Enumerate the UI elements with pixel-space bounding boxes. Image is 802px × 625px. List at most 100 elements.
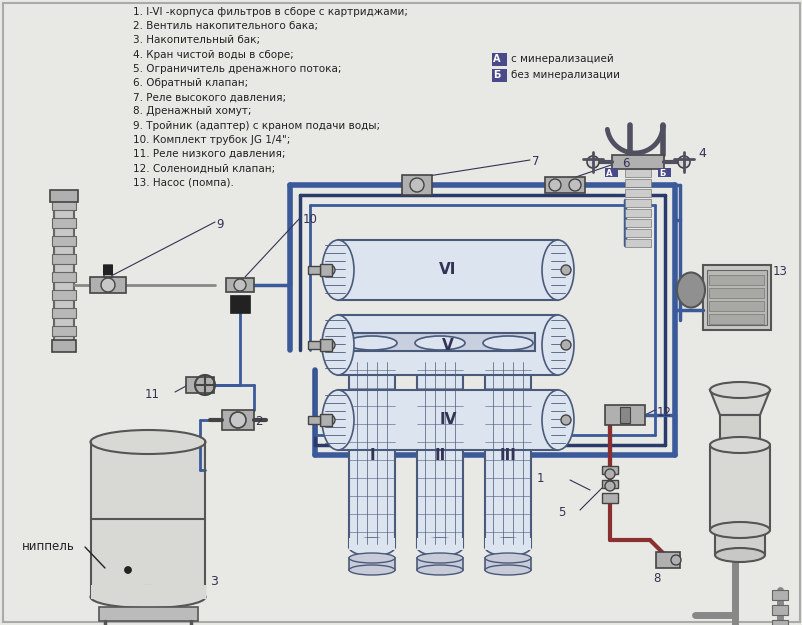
Circle shape: [549, 179, 561, 191]
Bar: [708, 275, 763, 285]
Text: 9: 9: [216, 218, 223, 231]
Text: 7: 7: [532, 155, 539, 168]
Bar: [619, 407, 630, 423]
Bar: [655, 552, 679, 568]
Bar: [708, 288, 763, 298]
Text: 9. Тройник (адаптер) с краном подачи воды;: 9. Тройник (адаптер) с краном подачи вод…: [133, 121, 379, 131]
Bar: [624, 239, 650, 247]
Bar: [492, 53, 506, 66]
Ellipse shape: [484, 538, 530, 556]
Bar: [545, 177, 585, 193]
Bar: [103, 265, 113, 275]
Bar: [709, 445, 769, 530]
Text: 8. Дренажный хомут;: 8. Дренажный хомут;: [133, 106, 251, 116]
Circle shape: [101, 278, 115, 292]
Text: 13: 13: [772, 265, 787, 278]
Bar: [320, 264, 331, 276]
Text: 5. Ограничитель дренажного потока;: 5. Ограничитель дренажного потока;: [133, 64, 341, 74]
Ellipse shape: [416, 553, 463, 563]
Text: VI: VI: [439, 262, 456, 278]
Bar: [624, 209, 650, 217]
Bar: [186, 377, 214, 393]
Bar: [602, 466, 618, 474]
Bar: [50, 190, 78, 202]
Circle shape: [325, 265, 334, 275]
Circle shape: [670, 555, 680, 565]
Bar: [541, 240, 557, 300]
Text: 3: 3: [210, 575, 217, 588]
Bar: [308, 266, 320, 274]
Bar: [624, 199, 650, 207]
Bar: [541, 390, 557, 450]
Bar: [54, 195, 74, 345]
Ellipse shape: [484, 553, 530, 563]
Text: V: V: [442, 338, 453, 352]
Ellipse shape: [541, 390, 573, 450]
Bar: [225, 278, 253, 292]
Bar: [602, 493, 618, 503]
Bar: [771, 590, 787, 600]
Bar: [349, 538, 395, 550]
Text: 13. Насос (помпа).: 13. Насос (помпа).: [133, 177, 233, 187]
Bar: [338, 315, 557, 375]
Ellipse shape: [416, 538, 463, 556]
Circle shape: [604, 469, 614, 479]
Bar: [346, 343, 396, 363]
Circle shape: [561, 340, 570, 350]
Circle shape: [604, 481, 614, 491]
Text: Б: Б: [492, 70, 500, 80]
Bar: [90, 277, 126, 293]
Text: 10. Комплект трубок JG 1/4";: 10. Комплект трубок JG 1/4";: [133, 135, 290, 145]
Bar: [338, 390, 557, 450]
Ellipse shape: [714, 548, 764, 562]
Bar: [52, 308, 76, 318]
Text: II: II: [434, 448, 445, 462]
Text: 1: 1: [537, 472, 544, 485]
Ellipse shape: [322, 240, 354, 300]
Text: III: III: [499, 448, 516, 462]
Bar: [349, 357, 395, 547]
Bar: [349, 558, 395, 570]
Polygon shape: [709, 390, 769, 415]
Bar: [492, 69, 506, 82]
Bar: [416, 357, 463, 547]
Bar: [624, 229, 650, 237]
Text: 1. I-VI -корпуса фильтров в сборе с картриджами;: 1. I-VI -корпуса фильтров в сборе с карт…: [133, 7, 407, 17]
Bar: [52, 236, 76, 246]
Bar: [624, 219, 650, 227]
Bar: [484, 538, 530, 550]
Bar: [308, 416, 320, 424]
Bar: [221, 410, 253, 430]
Bar: [52, 290, 76, 300]
Bar: [52, 340, 76, 352]
Text: IV: IV: [439, 412, 456, 428]
Text: с минерализацией: с минерализацией: [510, 54, 613, 64]
Ellipse shape: [349, 565, 395, 575]
Bar: [229, 295, 249, 313]
Ellipse shape: [709, 382, 769, 398]
Bar: [611, 155, 663, 169]
Bar: [604, 168, 618, 177]
Text: Б: Б: [658, 169, 665, 178]
Ellipse shape: [322, 390, 354, 450]
Bar: [402, 175, 431, 195]
Bar: [719, 415, 759, 445]
Bar: [52, 326, 76, 336]
Circle shape: [561, 265, 570, 275]
Text: 2: 2: [255, 415, 262, 428]
Circle shape: [325, 340, 334, 350]
Bar: [415, 343, 464, 363]
Bar: [702, 265, 770, 330]
Bar: [52, 200, 76, 210]
Bar: [624, 169, 650, 177]
Bar: [338, 390, 354, 450]
Circle shape: [561, 415, 570, 425]
Text: I: I: [369, 448, 375, 462]
Bar: [708, 314, 763, 324]
Text: 2. Вентиль накопительного бака;: 2. Вентиль накопительного бака;: [133, 21, 318, 31]
Text: 6. Обратный клапан;: 6. Обратный клапан;: [133, 78, 248, 88]
Bar: [771, 620, 787, 625]
Bar: [706, 270, 766, 325]
Circle shape: [659, 123, 665, 129]
Ellipse shape: [482, 336, 533, 350]
